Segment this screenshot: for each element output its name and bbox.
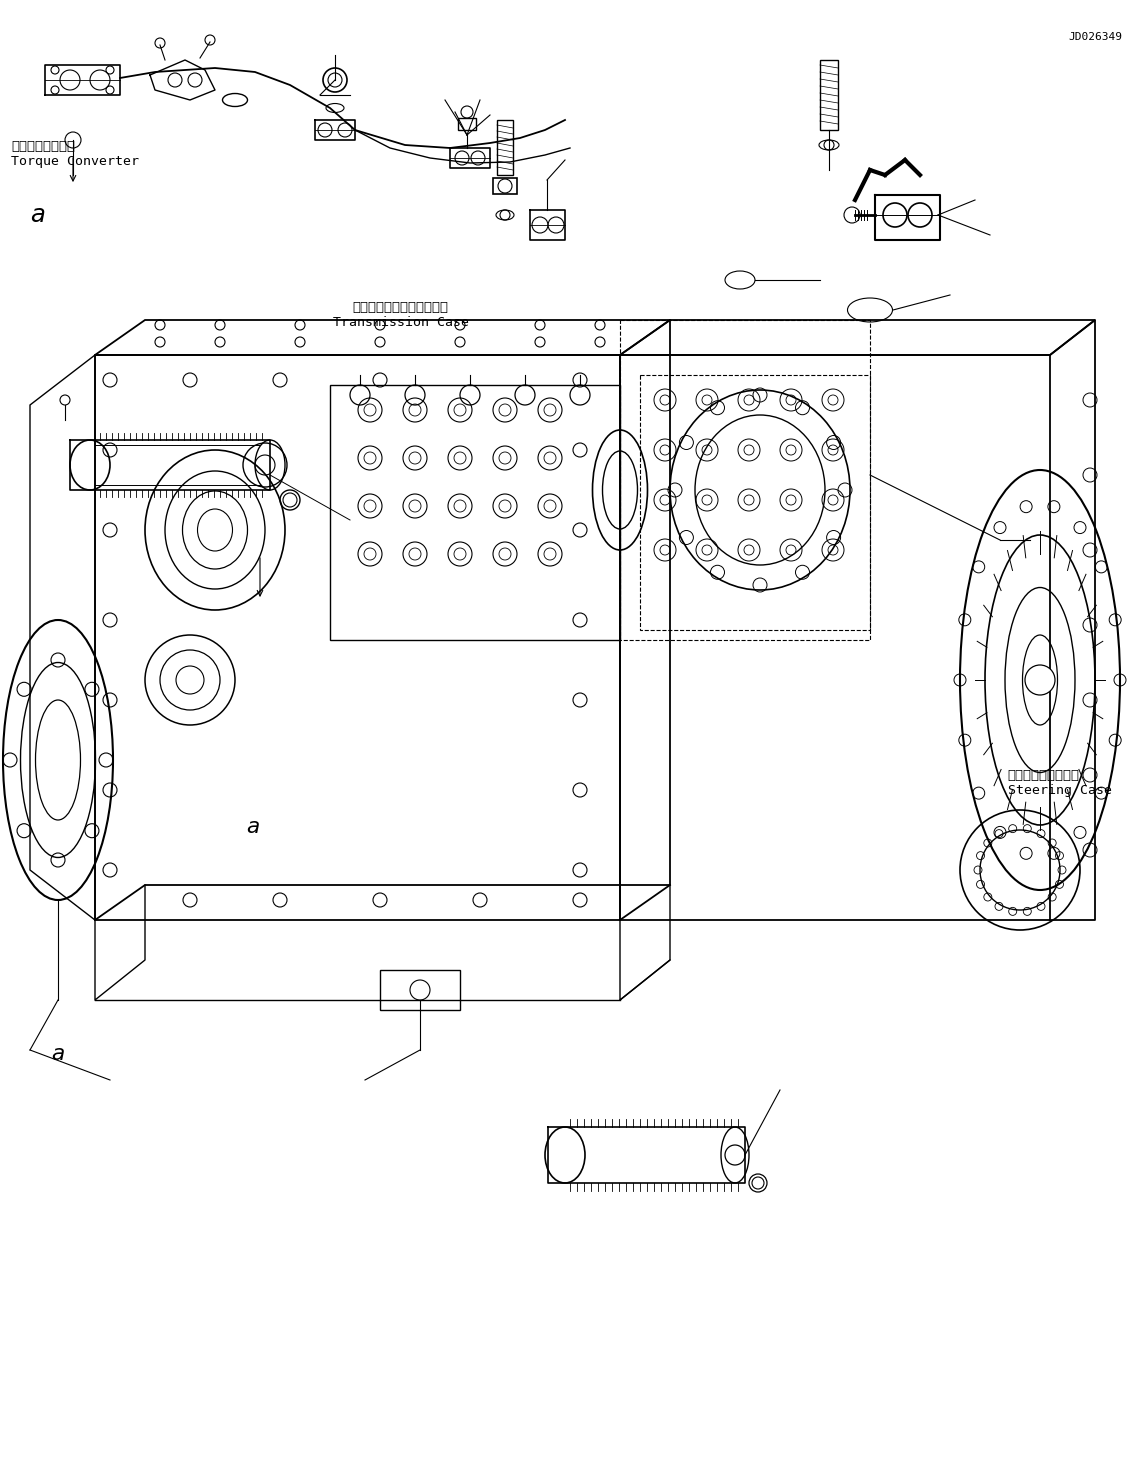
Text: トルクコンバータ
Torque Converter: トルクコンバータ Torque Converter [11,139,140,168]
Text: a: a [52,1044,65,1064]
Text: a: a [246,817,260,837]
Text: JD026349: JD026349 [1068,32,1122,41]
Text: ステアリングケース
Steering Case: ステアリングケース Steering Case [1008,769,1112,798]
Bar [458,119,476,130]
Bar [497,120,513,176]
Circle shape [1025,665,1055,695]
Bar [493,179,518,195]
Text: a: a [30,203,45,227]
Bar [820,60,838,130]
Text: トランスミッションケース
Transmission Case: トランスミッションケース Transmission Case [333,300,468,329]
